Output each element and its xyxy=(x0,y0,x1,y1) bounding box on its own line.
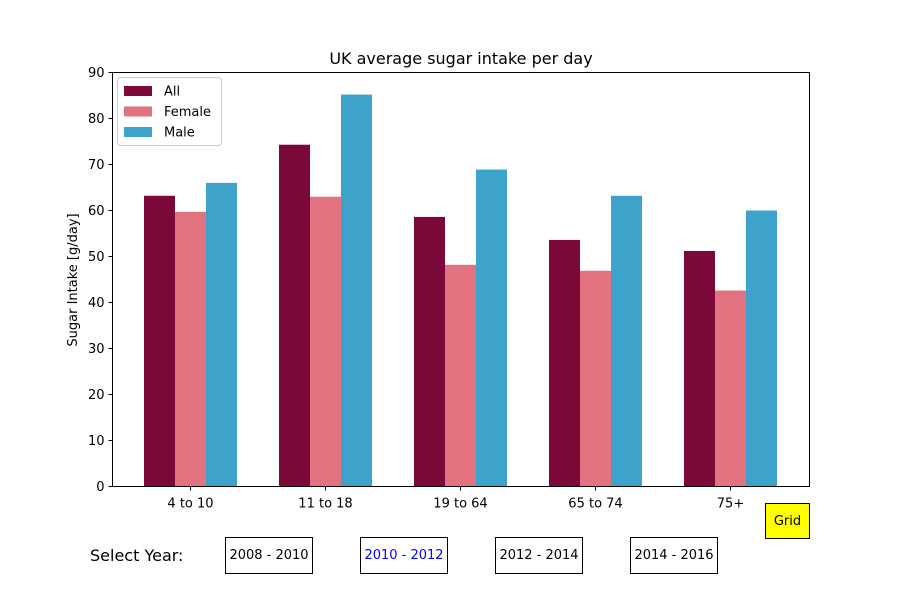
y-tick-label: 70 xyxy=(88,158,105,173)
bar-male-3 xyxy=(611,195,642,487)
bar-female-0 xyxy=(175,211,206,487)
bar-female-2 xyxy=(445,264,476,487)
bar-all-3 xyxy=(549,239,580,487)
y-tick-label: 10 xyxy=(88,434,105,449)
y-tick-label: 30 xyxy=(88,342,105,357)
y-tick-label: 40 xyxy=(88,296,105,311)
x-tick-label: 19 to 64 xyxy=(433,497,487,512)
x-axis: 4 to 10 11 to 18 19 to 64 65 to 74 75+ xyxy=(167,486,744,512)
y-tick-label: 0 xyxy=(96,480,104,495)
bar-female-1 xyxy=(310,196,341,487)
year-button-2012-2014[interactable]: 2012 - 2014 xyxy=(495,537,583,574)
bar-all-1 xyxy=(279,144,310,487)
bar-all-4 xyxy=(684,250,715,487)
bar-male-1 xyxy=(341,94,372,487)
x-tick-label: 75+ xyxy=(717,497,744,512)
y-tick-label: 50 xyxy=(88,250,105,265)
bar-male-4 xyxy=(746,210,777,487)
bar-female-3 xyxy=(580,270,611,487)
select-year-label: Select Year: xyxy=(90,546,184,565)
year-button-2010-2012[interactable]: 2010 - 2012 xyxy=(360,537,448,574)
legend-swatch-male xyxy=(124,127,152,137)
y-axis-label: Sugar Intake [g/day] xyxy=(66,213,81,346)
bar-male-2 xyxy=(476,169,507,487)
y-axis: 0 10 20 30 40 50 60 70 80 90 xyxy=(88,66,113,495)
legend-label-all: All xyxy=(164,85,180,100)
x-tick-label: 65 to 74 xyxy=(568,497,622,512)
bar-female-4 xyxy=(715,290,746,487)
legend-swatch-all xyxy=(124,86,152,96)
y-tick-label: 60 xyxy=(88,204,105,219)
y-tick-label: 80 xyxy=(88,112,105,127)
grid-toggle-button[interactable]: Grid xyxy=(765,503,810,539)
x-tick-label: 4 to 10 xyxy=(167,497,213,512)
bar-male-0 xyxy=(206,182,237,487)
chart-title: UK average sugar intake per day xyxy=(329,49,592,68)
year-button-2014-2016[interactable]: 2014 - 2016 xyxy=(630,537,718,574)
y-tick-label: 20 xyxy=(88,388,105,403)
legend: All Female Male xyxy=(117,77,222,146)
legend-swatch-female xyxy=(124,106,152,117)
year-button-2008-2010[interactable]: 2008 - 2010 xyxy=(225,537,313,574)
bars-group xyxy=(144,94,777,487)
x-tick-label: 11 to 18 xyxy=(298,497,352,512)
bar-all-2 xyxy=(414,216,445,487)
legend-label-male: Male xyxy=(164,126,195,141)
y-tick-label: 90 xyxy=(88,66,105,81)
legend-label-female: Female xyxy=(164,105,211,120)
bar-all-0 xyxy=(144,195,175,487)
